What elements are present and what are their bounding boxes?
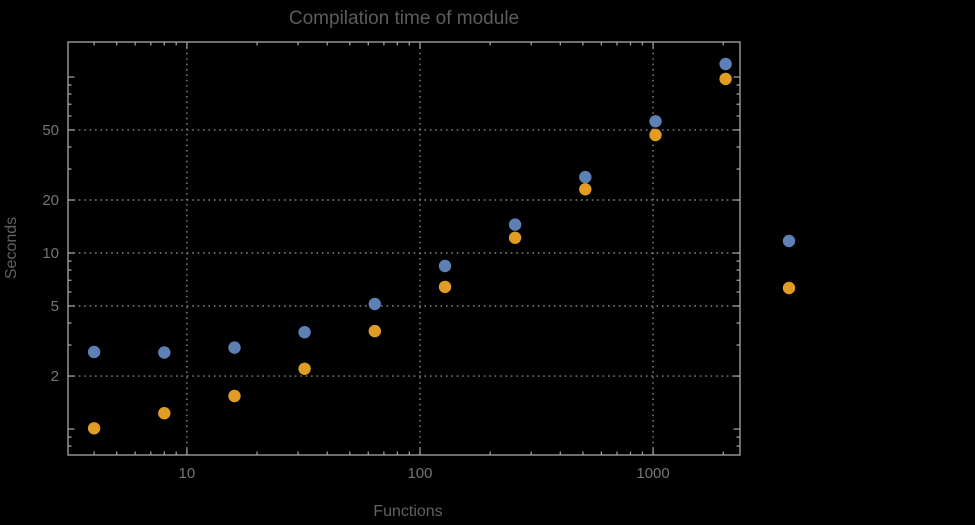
point-series-2-orange-x256 — [508, 231, 522, 244]
point-series-2-orange-x1024 — [649, 128, 662, 142]
point-series-2-orange-x64 — [368, 324, 381, 338]
point-series-2-orange-x128 — [438, 280, 452, 294]
point-series-1-blue-x2048 — [719, 57, 732, 71]
point-series-1-blue-x512 — [579, 170, 592, 184]
point-series-2-orange-x4 — [87, 422, 101, 435]
legend-marker-orange — [782, 281, 796, 295]
plot-frame — [67, 41, 741, 456]
y-tick-label-10: 10 — [42, 245, 59, 262]
frame-rect — [67, 41, 741, 456]
x-tick-label-10: 10 — [179, 465, 196, 482]
y-tick-label-5: 5 — [51, 298, 59, 315]
gridlines — [68, 42, 740, 455]
point-series-2-orange-x2048 — [719, 72, 732, 86]
data-points — [87, 57, 732, 435]
legend — [782, 234, 796, 295]
point-series-1-blue-x4 — [87, 345, 101, 359]
point-series-1-blue-x32 — [298, 326, 311, 339]
point-series-2-orange-x512 — [579, 183, 592, 196]
x-tick-label-100: 100 — [407, 465, 432, 482]
point-series-1-blue-x1024 — [649, 115, 662, 128]
y-tick-label-20: 20 — [42, 192, 59, 209]
point-series-2-orange-x16 — [228, 389, 241, 403]
point-series-1-blue-x128 — [438, 259, 452, 273]
legend-marker-blue — [782, 234, 796, 248]
axis-ticks — [68, 42, 740, 455]
point-series-1-blue-x256 — [508, 218, 522, 231]
x-axis-title: Functions — [373, 503, 442, 520]
point-series-1-blue-x64 — [368, 297, 381, 311]
y-axis-title: Seconds — [3, 217, 20, 279]
chart-title: Compilation time of module — [289, 8, 519, 29]
point-series-2-orange-x8 — [158, 407, 171, 420]
tick-labels: 10 100 1000 2 5 10 20 50 — [42, 122, 669, 482]
point-series-2-orange-x32 — [298, 362, 311, 375]
y-tick-label-50: 50 — [42, 122, 59, 139]
point-series-1-blue-x8 — [158, 346, 171, 359]
x-tick-label-1000: 1000 — [636, 465, 669, 482]
point-series-1-blue-x16 — [228, 341, 241, 354]
y-tick-label-2: 2 — [51, 368, 59, 385]
